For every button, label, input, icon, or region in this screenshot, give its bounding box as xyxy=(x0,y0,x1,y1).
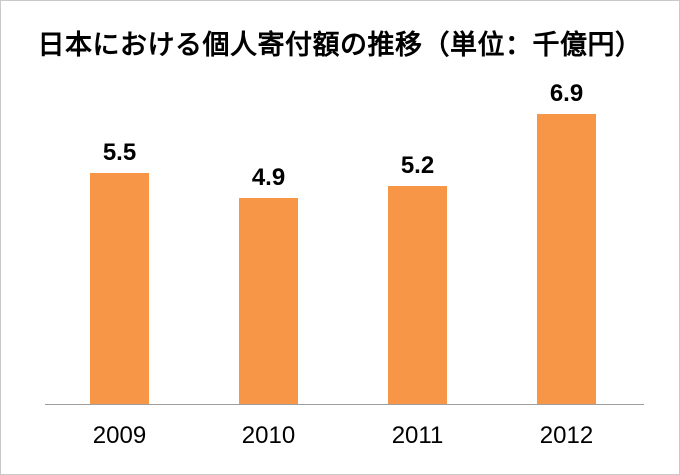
category-label-2011: 2011 xyxy=(391,422,444,449)
bar-2012 xyxy=(537,114,596,404)
value-label-2012: 6.9 xyxy=(549,80,584,107)
bar-2011 xyxy=(388,186,447,404)
bar-2010 xyxy=(239,198,298,404)
category-label-2012: 2012 xyxy=(539,422,594,449)
bar-2009 xyxy=(90,173,149,404)
category-label-2010: 2010 xyxy=(241,422,296,449)
x-axis-line xyxy=(45,404,644,405)
value-label-2009: 5.5 xyxy=(102,139,137,166)
value-label-2010: 4.9 xyxy=(251,164,286,191)
value-label-2011: 5.2 xyxy=(400,152,435,179)
chart-title: 日本における個人寄付額の推移（単位：千億円） xyxy=(37,30,643,60)
category-label-2009: 2009 xyxy=(92,422,147,449)
